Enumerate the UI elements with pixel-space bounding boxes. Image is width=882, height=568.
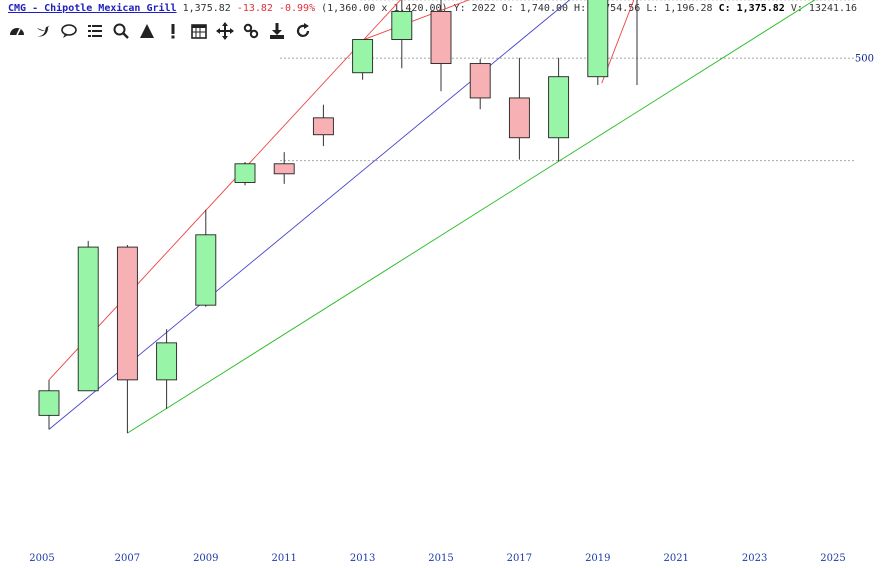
calendar-icon[interactable] — [188, 20, 210, 42]
comment-icon[interactable] — [58, 20, 80, 42]
red-resistance-trendline — [362, 0, 470, 41]
blue-trendline — [48, 0, 571, 430]
x-tick-label: 2007 — [115, 553, 140, 564]
green-trendline — [127, 0, 816, 434]
low-label: L: 1,196.28 — [646, 3, 713, 14]
candle-up — [548, 76, 570, 139]
candle-up — [587, 0, 609, 78]
trendlines — [48, 0, 816, 434]
link-icon[interactable] — [240, 20, 262, 42]
x-axis-labels: 2005 2007 2009 2011 2013 2015 2017 2019 2021 2023… — [29, 553, 845, 564]
triangle-icon[interactable] — [136, 20, 158, 42]
open-label: O: 1,740.00 — [501, 3, 569, 14]
dashboard-icon[interactable] — [6, 20, 28, 42]
search-icon[interactable] — [110, 20, 132, 42]
candle-up — [156, 342, 178, 381]
last-price: 1,375.82 — [182, 3, 231, 14]
symbol-link[interactable]: CMG - Chipotle Mexican Grill — [8, 3, 177, 14]
candle-up — [234, 163, 256, 183]
red-fan-line — [601, 0, 635, 84]
candles — [38, 0, 638, 434]
x-tick-label: 2025 — [820, 553, 845, 564]
year-label: Y: 2022 — [453, 3, 496, 14]
list-icon[interactable] — [84, 20, 106, 42]
move-icon[interactable] — [214, 20, 236, 42]
x-tick-label: 2009 — [193, 553, 218, 564]
price-change: -13.82 — [236, 3, 273, 14]
twitter-icon[interactable] — [32, 20, 54, 42]
x-tick-label: 2015 — [428, 553, 453, 564]
candle-up — [391, 10, 413, 41]
x-tick-label: 2017 — [507, 553, 532, 564]
candle-up — [352, 39, 374, 74]
candle-down — [430, 10, 452, 65]
candle-up — [195, 234, 217, 306]
chart-toolbar — [6, 20, 314, 42]
x-tick-label: 2005 — [29, 553, 54, 564]
price-change-pct: -0.99% — [278, 3, 316, 14]
red-upper-trendline — [48, 0, 402, 381]
y-tick-label: 500 — [855, 54, 874, 65]
x-tick-label: 2011 — [271, 553, 296, 564]
candle-down — [273, 163, 295, 175]
x-tick-label: 2019 — [585, 553, 610, 564]
download-icon[interactable] — [266, 20, 288, 42]
exclamation-icon[interactable] — [162, 20, 184, 42]
candle-down — [469, 63, 491, 99]
range-box: (1,360.00 x 1,420.00) — [321, 3, 448, 14]
candle-down — [508, 97, 530, 139]
candle-up — [77, 246, 99, 392]
volume-label: V: 13241.16 — [790, 3, 858, 14]
candle-down — [312, 117, 334, 136]
x-tick-label: 2023 — [742, 553, 767, 564]
x-tick-label: 2021 — [663, 553, 688, 564]
candle-down — [116, 246, 138, 381]
close-label: C: 1,375.82 — [718, 3, 785, 14]
refresh-icon[interactable] — [292, 20, 314, 42]
x-tick-label: 2013 — [350, 553, 375, 564]
candle-up — [38, 390, 60, 416]
y-axis-labels: 500100015002000250030003500400045005000 — [855, 54, 874, 65]
